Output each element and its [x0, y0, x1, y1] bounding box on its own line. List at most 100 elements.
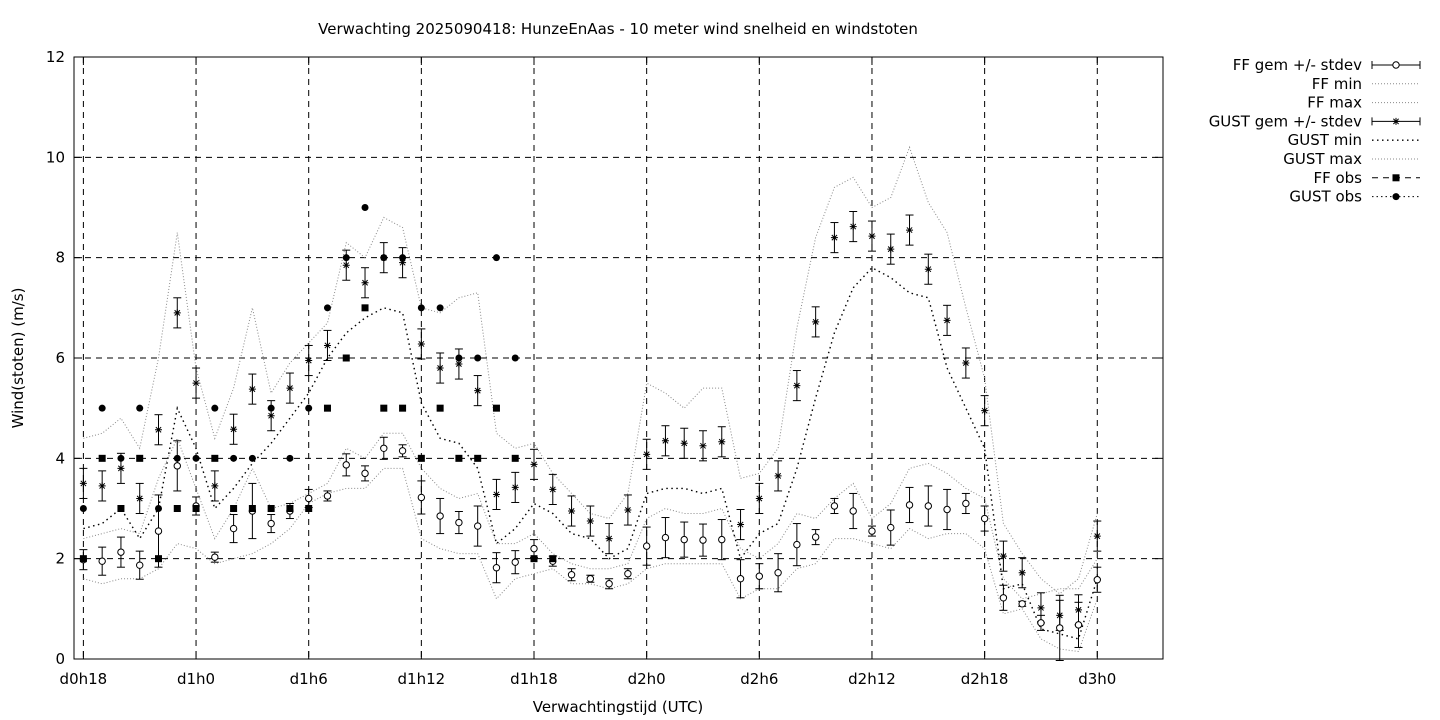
x-tick-label: d1h0	[177, 670, 215, 688]
gust-obs-point	[492, 254, 500, 262]
ff-gem-stdev-point	[304, 494, 313, 503]
ff-obs-point	[511, 454, 519, 462]
ff-gem-stdev-point	[1093, 576, 1101, 584]
gust-obs-point	[323, 304, 331, 312]
ff-gem-stdev-point	[605, 580, 613, 588]
gust-gem-stdev-point	[1018, 569, 1026, 577]
ff-gem-stdev-point	[642, 542, 651, 550]
ff-gem-stdev-point	[361, 469, 369, 478]
legend-label-gust-obs: GUST obs	[1289, 188, 1362, 206]
gust-gem-stdev-point	[680, 439, 688, 447]
ff-gem-stdev-point	[417, 493, 426, 502]
x-tick-label: d2h0	[628, 670, 666, 688]
legend-label-ff-gem-stdev: FF gem +/- stdev	[1233, 56, 1362, 74]
gust-obs-point	[154, 505, 162, 512]
gust-gem-stdev-point	[605, 535, 613, 543]
error-bars	[79, 211, 1102, 662]
ff-obs-point	[417, 454, 425, 462]
ff-gem-stdev-point	[398, 447, 407, 455]
gust-gem-stdev-point	[211, 482, 219, 490]
ff-gem-stdev-point	[492, 563, 501, 572]
ff-gem-stdev-point	[624, 570, 632, 578]
gust-gem-stdev-point	[323, 341, 331, 349]
ff-gem-stdev-point	[999, 594, 1008, 602]
y-axis-label: Wind(stoten) (m/s)	[9, 288, 27, 429]
gust-obs-point	[79, 505, 87, 512]
gust-gem-stdev-point	[549, 485, 557, 493]
gust-obs-point	[98, 404, 106, 412]
legend-marker-ff-gem-stdev	[1392, 61, 1400, 69]
gust-obs-point	[361, 204, 369, 211]
gust-gem-stdev-point	[1056, 611, 1064, 619]
x-tick-label: d0h18	[60, 670, 108, 688]
ff-gem-stdev-point	[1056, 624, 1064, 632]
gust-obs-point	[305, 404, 313, 412]
gust-gem-stdev-point	[643, 450, 651, 458]
gust-obs-point	[342, 254, 350, 262]
ff-gem-stdev-point	[943, 505, 951, 514]
ff-gem-stdev-point	[1074, 621, 1083, 629]
x-tick-label: d1h6	[290, 670, 328, 688]
x-axis-label: Verwachtingstijd (UTC)	[533, 698, 704, 716]
gust-gem-stdev-point	[793, 382, 801, 390]
ff-obs-point	[211, 454, 219, 462]
x-tick-label: d2h6	[740, 670, 778, 688]
gust-gem-stdev-point	[230, 425, 238, 433]
gust-gem-stdev-point	[718, 438, 726, 446]
gust-gem-stdev-point	[981, 407, 989, 415]
gust-gem-stdev-point	[492, 490, 500, 498]
ff-gem-stdev-point	[849, 507, 857, 515]
legend-label-gust-gem-stdev: GUST gem +/- stdev	[1209, 112, 1362, 130]
ff-gem-stdev-point	[980, 514, 989, 523]
gust-gem-stdev-point	[755, 494, 763, 502]
gust-gem-stdev-point	[830, 234, 838, 242]
gust-gem-stdev-point	[173, 309, 181, 317]
gust-obs-point	[417, 304, 425, 312]
gust-obs-point	[248, 454, 256, 462]
gust-gem-stdev-point	[962, 359, 970, 367]
ff-gem-stdev-point	[267, 519, 275, 528]
ff-gem-stdev-point	[380, 444, 388, 452]
gust-gem-stdev-point	[136, 494, 144, 502]
gust-gem-stdev-point	[943, 316, 951, 324]
ff-gem-stdev-point	[774, 569, 782, 577]
gust-gem-stdev-point	[417, 340, 425, 348]
ff-obs-point	[248, 505, 256, 512]
legend-marker-gust-obs	[1392, 193, 1400, 201]
y-axis: 0 2 4 6 8 10 12	[46, 48, 1163, 668]
ff-obs-point	[173, 505, 181, 512]
gust-gem-stdev-point	[286, 384, 294, 392]
ff-gem-stdev-point	[455, 518, 463, 527]
grid	[74, 57, 1163, 659]
y-tick-label: 6	[55, 349, 65, 367]
gust-gem-stdev-point	[568, 507, 576, 515]
gust-gem-stdev-point	[455, 360, 463, 368]
ff-gem-stdev-point	[924, 502, 933, 510]
legend-marker-gust-gem-stdev	[1392, 117, 1400, 125]
legend-label-ff-max: FF max	[1307, 94, 1362, 112]
ff-gem-stdev-point	[887, 523, 895, 532]
gust-obs-point	[380, 254, 388, 262]
gust-obs-point	[399, 254, 407, 262]
gust-gem-stdev-point	[999, 552, 1007, 560]
gust-gem-stdev-point	[774, 472, 782, 480]
legend-label-gust-max: GUST max	[1283, 150, 1362, 168]
data-points	[79, 204, 1101, 632]
ff-obs-point	[98, 454, 106, 462]
ff-obs-point	[230, 505, 238, 512]
gust-obs-point	[511, 354, 519, 362]
gust-gem-stdev-point	[737, 521, 745, 529]
legend-label-ff-min: FF min	[1312, 75, 1362, 93]
y-tick-label: 10	[46, 148, 65, 166]
ff-gem-stdev-point	[323, 492, 332, 500]
ff-gem-stdev-point	[718, 535, 726, 544]
gust-gem-stdev-point	[530, 460, 538, 468]
ff-gem-stdev-point	[680, 535, 688, 544]
x-tick-label: d1h12	[398, 670, 446, 688]
ff-obs-point	[492, 404, 500, 412]
gust-gem-stdev-point	[248, 385, 256, 393]
ff-obs-point	[154, 555, 162, 563]
gust-gem-stdev-point	[1037, 604, 1045, 612]
gust-gem-stdev-point	[699, 442, 707, 450]
